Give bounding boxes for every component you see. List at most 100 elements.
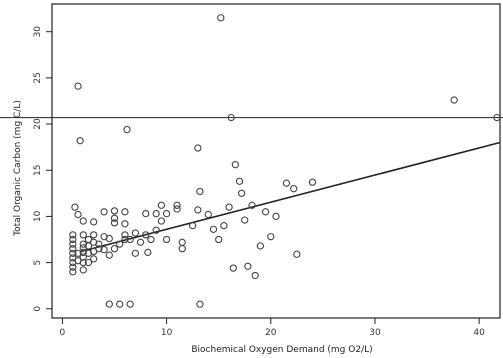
data-point [74,249,82,258]
axes: 0 10 20 30 40 0 5 10 15 20 25 30 [33,3,501,338]
data-point [123,125,131,134]
data-point [69,240,77,248]
data-point [126,300,134,308]
data-point [90,218,98,226]
data-point [194,144,202,152]
data-point [493,113,501,122]
data-point [142,231,150,239]
data-point [95,245,103,253]
data-point [293,250,301,258]
data-point [237,189,246,197]
data-point [121,235,129,244]
data-point [79,266,87,274]
data-point [244,262,252,270]
data-point [69,235,77,244]
data-point [256,242,265,250]
x-tick-label: 30 [369,328,381,338]
data-point [261,208,270,216]
plot-frame [51,3,501,319]
y-tick-label: 5 [33,260,43,266]
data-point [79,248,87,257]
data-point [215,235,223,244]
y-tick-label: 10 [33,210,43,222]
y-tick-label: 20 [33,118,43,130]
data-point [290,185,298,193]
x-tick-label: 20 [265,328,277,338]
data-point [162,209,171,218]
data-point [227,113,235,122]
data-point [110,219,119,227]
data-point [131,229,139,237]
data-point [131,249,139,258]
data-point [76,137,84,145]
data-point [189,221,197,230]
data-point [105,251,113,259]
data-point [282,179,291,187]
data-point [178,238,186,246]
data-point [196,300,204,308]
data-point [142,209,150,218]
data-point [196,187,204,196]
data-point [69,263,77,271]
y-tick-label: 25 [33,72,43,83]
data-point [241,216,249,224]
data-point [69,249,77,258]
data-point [110,214,119,222]
data-point [100,208,108,216]
data-point [178,245,186,253]
x-axis-title: Biochemical Oxygen Demand (mg O2/L) [191,345,372,355]
y-tick-label: 15 [33,165,43,176]
data-point [110,207,119,215]
data-point [69,268,77,276]
x-tick-label: 0 [60,328,66,338]
data-point [71,203,79,211]
data-point [308,178,317,186]
y-tick-label: 0 [33,306,43,312]
data-point [110,245,119,253]
data-point [79,217,87,225]
data-point [272,212,280,221]
data-point [95,240,103,248]
data-point [84,258,93,267]
y-tick-label: 30 [33,26,43,38]
data-point [152,209,160,218]
data-point [162,235,171,244]
data-point [267,233,275,241]
data-point [144,248,152,257]
data-point [225,203,233,211]
data-point [248,201,256,209]
data-point [69,245,77,253]
data-point [194,206,202,214]
data-point [147,235,155,244]
data-point [251,271,259,280]
data-point [121,208,129,216]
data-point [157,217,166,225]
data-point [105,234,113,243]
data-point [136,238,145,246]
data-point [152,226,160,234]
trend-line [80,141,501,253]
data-point [100,246,108,254]
data-point [450,96,458,104]
data-point [79,231,87,239]
data-point [204,210,212,219]
data-point [126,235,134,244]
data-point [79,253,87,261]
data-point [121,220,129,228]
x-tick-label: 10 [161,328,173,338]
data-point [220,221,228,230]
x-tick-label: 40 [473,328,485,338]
data-point [90,255,98,263]
data-point [105,300,113,308]
data-points [69,14,501,308]
data-point [229,264,237,272]
trend-line-layer [80,141,501,253]
data-point [116,300,124,308]
data-point [121,231,129,239]
data-point [79,258,87,267]
data-point [157,201,166,209]
data-point [173,205,181,213]
data-point [231,161,240,169]
data-point [116,240,124,248]
